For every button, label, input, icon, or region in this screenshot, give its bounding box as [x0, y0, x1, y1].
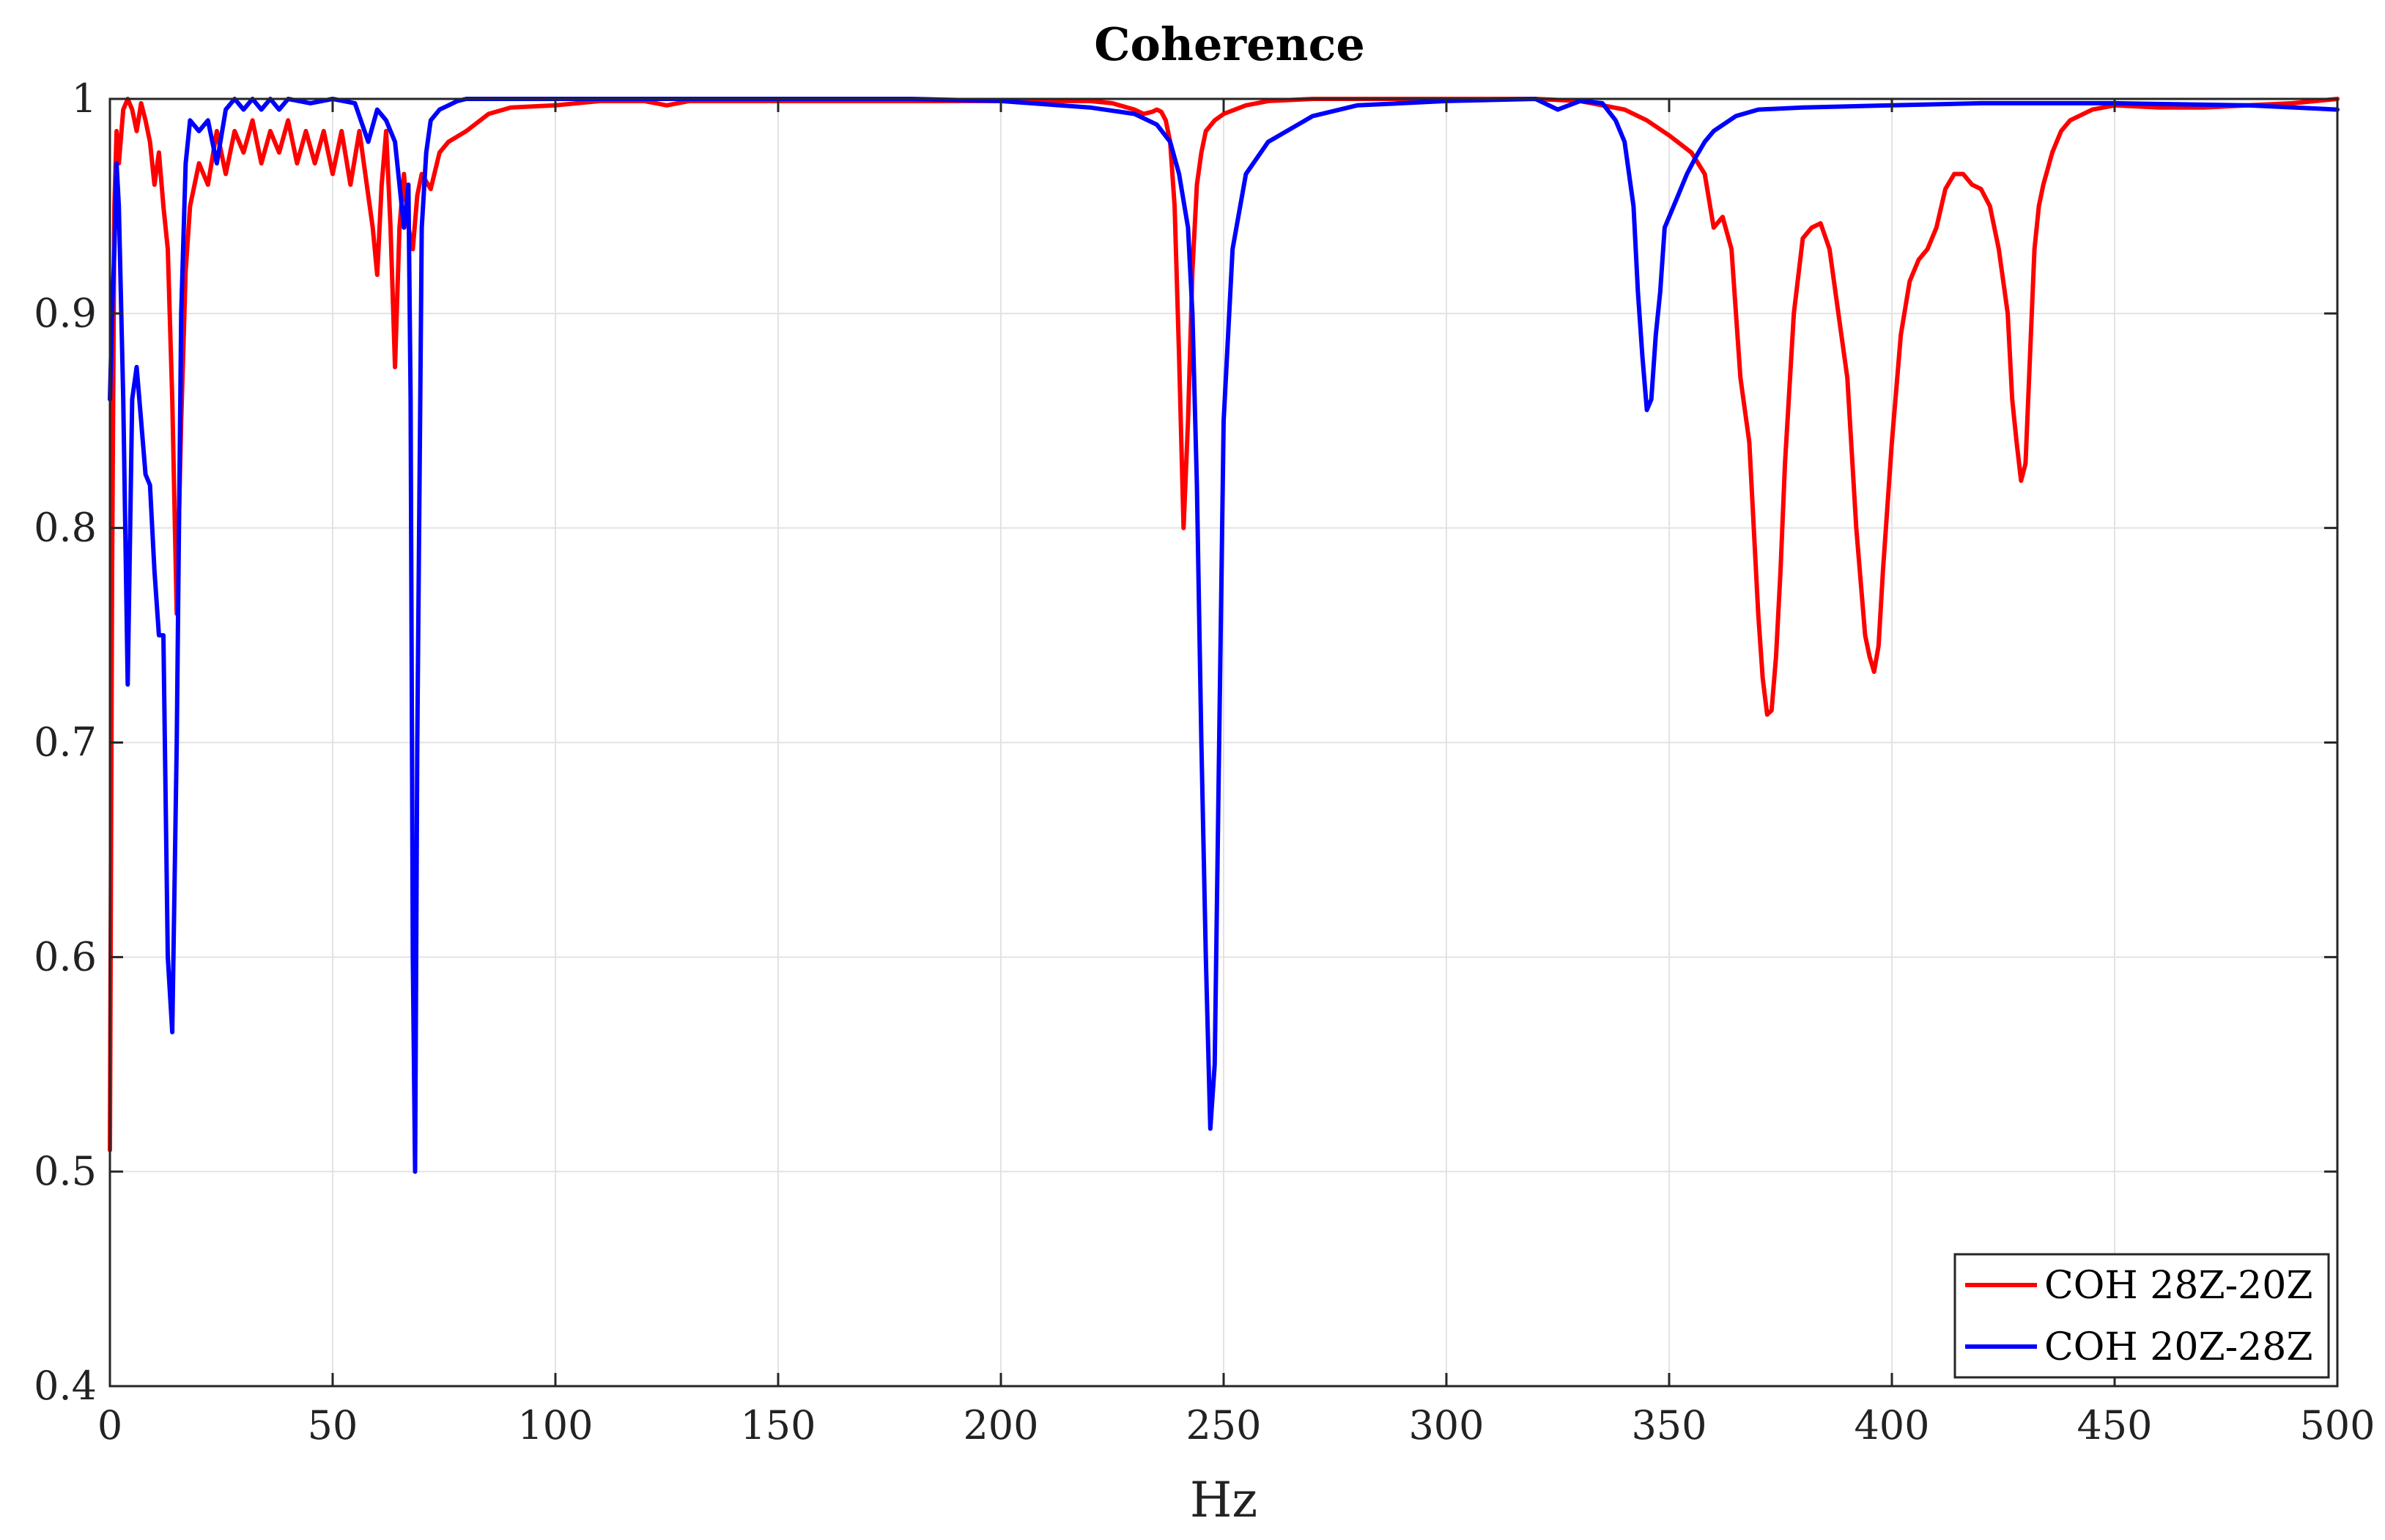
x-tick-label: 400 [1854, 1402, 1929, 1448]
x-tick-label: 300 [1408, 1402, 1484, 1448]
y-tick-label: 0.5 [34, 1148, 97, 1194]
chart-title: Coherence [1094, 18, 1365, 71]
x-tick-label: 50 [308, 1402, 358, 1448]
y-tick-label: 0.6 [34, 933, 97, 980]
y-tick-label: 0.7 [34, 719, 97, 766]
y-tick-label: 0.8 [34, 505, 97, 551]
x-tick-label: 450 [2077, 1402, 2152, 1448]
legend-label-coh-28z-20z: COH 28Z-20Z [2044, 1264, 2312, 1308]
series-line-coh-28z-20z [108, 97, 2340, 1152]
x-tick-label: 500 [2299, 1402, 2375, 1448]
x-tick-label: 350 [1631, 1402, 1707, 1448]
legend: COH 28Z-20Z COH 20Z-28Z [1953, 1253, 2330, 1379]
x-tick-label: 200 [963, 1402, 1038, 1448]
y-tick-label: 1 [72, 75, 97, 122]
axis-ticks: 0 50 100 150 200 250 300 350 400 450 500 0.4 0.5 0.6 0… [34, 75, 2375, 1448]
y-tick-label: 0.4 [34, 1363, 97, 1409]
x-axis-label: Hz [1190, 1472, 1257, 1528]
x-tick-label: 150 [740, 1402, 816, 1448]
y-tick-label: 0.9 [34, 290, 97, 336]
x-tick-label: 0 [97, 1402, 122, 1448]
legend-label-coh-20z-28z: COH 20Z-28Z [2044, 1325, 2312, 1369]
x-tick-label: 100 [517, 1402, 593, 1448]
x-tick-label: 250 [1186, 1402, 1261, 1448]
legend-box [1953, 1253, 2330, 1379]
